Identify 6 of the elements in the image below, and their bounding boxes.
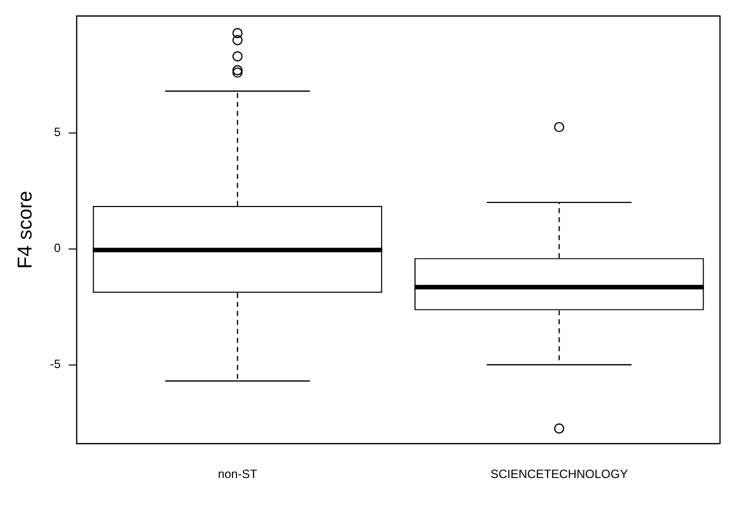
y-tick-label: -5 [50,357,61,372]
x-tick-label: SCIENCETECHNOLOGY [490,467,628,482]
y-axis-title: F4 score [14,190,37,269]
y-tick-label: 0 [54,241,61,256]
x-tick-label: non-ST [218,467,258,482]
y-tick-label: 5 [54,125,61,140]
